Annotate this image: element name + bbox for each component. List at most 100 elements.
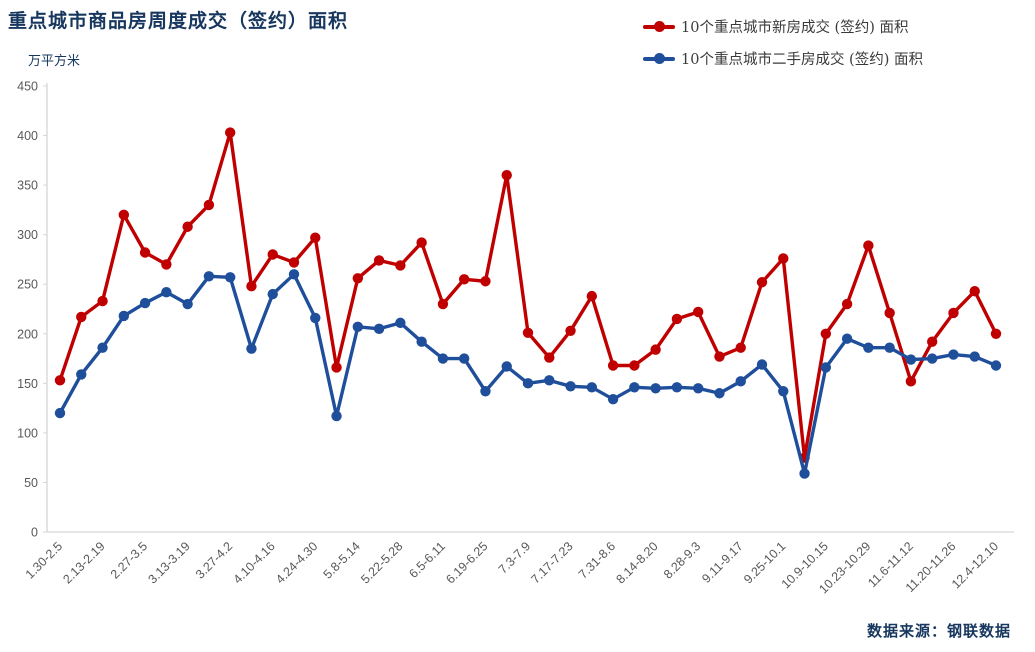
- data-point: [714, 351, 725, 362]
- data-point: [118, 310, 130, 322]
- data-point: [799, 468, 810, 479]
- x-axis-tick-label: 8.28-9.3: [661, 539, 703, 581]
- data-point: [203, 271, 215, 282]
- data-point: [395, 317, 406, 329]
- legend-marker-secondhand-homes-icon: [643, 53, 675, 64]
- data-point: [714, 388, 725, 399]
- x-axis-tick-label: 7.17-7.23: [528, 539, 575, 586]
- data-point: [373, 255, 385, 266]
- data-point: [884, 342, 895, 353]
- data-point: [437, 353, 449, 364]
- data-point: [948, 349, 959, 360]
- data-point: [926, 336, 938, 347]
- data-point: [863, 342, 874, 353]
- data-point: [926, 353, 938, 364]
- series-line-1: [58, 272, 998, 476]
- y-axis-tick-label: 450: [17, 80, 38, 94]
- data-point: [501, 170, 512, 181]
- x-axis-tick-label: 4.10-4.16: [231, 539, 278, 586]
- y-axis-tick-label: 200: [17, 327, 38, 341]
- data-point: [863, 240, 874, 251]
- data-point: [629, 360, 640, 371]
- legend-label-secondhand-homes: 10个重点城市二手房成交 (签约) 面积: [681, 52, 923, 68]
- y-axis-tick-label: 400: [17, 129, 38, 143]
- legend-label-new-homes: 10个重点城市新房成交 (签约) 面积: [681, 20, 909, 36]
- data-point: [288, 257, 300, 268]
- data-point: [437, 298, 449, 310]
- data-point: [522, 327, 534, 338]
- x-axis-tick-label: 2.27-3.5: [108, 539, 150, 581]
- legend-item-secondhand-homes: 10个重点城市二手房成交 (签约) 面积: [643, 48, 923, 69]
- x-axis-tick-label: 2.13-2.19: [60, 539, 107, 586]
- legend-item-new-homes: 10个重点城市新房成交 (签约) 面积: [643, 16, 923, 37]
- data-point: [756, 359, 768, 370]
- data-point: [458, 353, 470, 364]
- data-point: [310, 232, 321, 243]
- data-point: [990, 360, 1002, 371]
- x-axis-tick-label: 6.5-6.11: [406, 539, 448, 581]
- data-point: [246, 281, 257, 292]
- y-axis-tick-label: 350: [17, 179, 38, 193]
- data-point: [969, 351, 980, 362]
- data-point: [629, 382, 640, 393]
- data-point: [905, 376, 917, 387]
- x-axis-tick-label: 7.3-7.9: [496, 539, 533, 576]
- data-point: [607, 360, 619, 371]
- data-point: [544, 352, 555, 363]
- legend-marker-new-homes-icon: [643, 21, 675, 32]
- data-point: [288, 269, 300, 280]
- data-point: [948, 307, 959, 319]
- data-point: [565, 325, 576, 337]
- data-point: [544, 375, 555, 386]
- data-source-note: 数据来源：钢联数据: [866, 622, 1011, 640]
- data-point: [458, 274, 470, 285]
- data-point: [607, 393, 619, 405]
- data-point: [203, 199, 215, 211]
- data-point: [671, 382, 683, 393]
- data-point: [778, 386, 789, 397]
- x-axis-tick-label: 5.22-5.28: [358, 539, 405, 586]
- chart-legend: 10个重点城市新房成交 (签约) 面积 10个重点城市二手房成交 (签约) 面积: [643, 16, 923, 69]
- data-point: [161, 286, 172, 298]
- y-axis-tick-label: 50: [24, 476, 38, 490]
- data-point: [778, 253, 789, 264]
- data-point: [352, 321, 364, 333]
- data-point: [650, 344, 661, 355]
- data-point: [395, 260, 406, 271]
- data-point: [841, 333, 853, 344]
- data-point: [820, 328, 832, 339]
- data-point: [586, 382, 598, 393]
- data-point: [118, 209, 130, 221]
- data-point: [480, 386, 491, 397]
- data-point: [692, 306, 704, 318]
- x-axis-tick-label: 3.13-3.19: [146, 539, 193, 586]
- x-axis-tick-label: 9.11-9.17: [699, 539, 746, 586]
- data-point: [969, 285, 980, 297]
- data-point: [565, 381, 576, 392]
- y-axis-tick-label: 150: [17, 377, 38, 391]
- y-axis-tick-label: 300: [17, 228, 38, 242]
- x-axis-tick-label: 3.27-4.2: [193, 539, 235, 581]
- data-point: [331, 410, 342, 422]
- data-point: [522, 378, 534, 389]
- data-point: [246, 343, 257, 354]
- x-axis-tick-label: 8.14-8.20: [614, 539, 661, 586]
- x-axis-tick-label: 4.24-4.30: [273, 539, 320, 586]
- data-point: [54, 375, 66, 386]
- data-point: [756, 277, 768, 288]
- data-point: [671, 313, 683, 325]
- data-point: [884, 307, 895, 319]
- data-point: [416, 336, 427, 347]
- data-point: [310, 312, 321, 324]
- data-point: [480, 276, 491, 287]
- data-point: [139, 297, 151, 309]
- data-point: [54, 407, 66, 419]
- data-point: [224, 272, 236, 283]
- data-point: [76, 369, 87, 380]
- x-axis-tick-label: 7.31-8.6: [576, 539, 618, 581]
- data-point: [139, 247, 151, 258]
- y-axis-tick-label: 0: [31, 526, 38, 540]
- data-point: [224, 127, 236, 138]
- y-axis-tick-label: 100: [17, 426, 38, 440]
